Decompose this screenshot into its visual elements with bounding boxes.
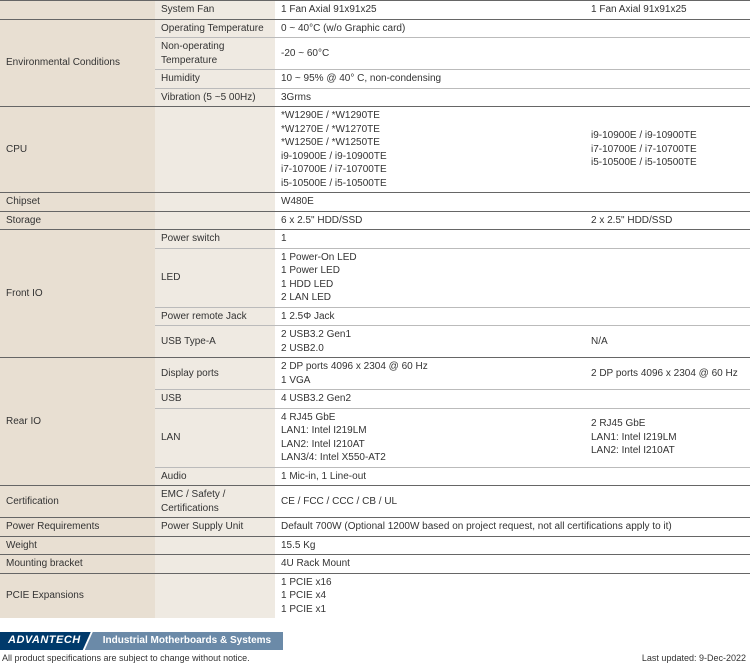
value-cell-1: Default 700W (Optional 1200W based on pr… — [275, 518, 750, 537]
value-cell-2 — [585, 573, 750, 618]
value-cell-2 — [585, 555, 750, 574]
category-cell: Rear IO — [0, 358, 155, 486]
subcategory-cell: Power switch — [155, 230, 275, 249]
value-cell-2 — [585, 230, 750, 249]
value-cell-2 — [585, 88, 750, 107]
subcategory-cell — [155, 193, 275, 212]
subcategory-cell: Vibration (5 ~5 00Hz) — [155, 88, 275, 107]
subcategory-cell — [155, 555, 275, 574]
subcategory-cell: Audio — [155, 467, 275, 486]
value-cell-1: 6 x 2.5" HDD/SSD — [275, 211, 585, 230]
value-cell-1: 1 Mic-in, 1 Line-out — [275, 467, 585, 486]
category-cell — [0, 1, 155, 20]
value-cell-1: 3Grms — [275, 88, 585, 107]
value-cell-1: 15.5 Kg — [275, 536, 585, 555]
category-cell: Environmental Conditions — [0, 19, 155, 107]
value-cell-1: *W1290E / *W1290TE *W1270E / *W1270TE *W… — [275, 107, 585, 193]
value-cell-2 — [585, 536, 750, 555]
brand-logo: ADVANTECH — [0, 632, 91, 650]
value-cell-1: 1 Fan Axial 91x91x25 — [275, 1, 585, 20]
subcategory-cell: Display ports — [155, 358, 275, 390]
category-cell: Chipset — [0, 193, 155, 212]
category-cell: Weight — [0, 536, 155, 555]
category-cell: Front IO — [0, 230, 155, 358]
spec-table: System Fan1 Fan Axial 91x91x251 Fan Axia… — [0, 0, 750, 618]
subcategory-cell — [155, 211, 275, 230]
spec-table-body: System Fan1 Fan Axial 91x91x251 Fan Axia… — [0, 1, 750, 619]
category-cell: Power Requirements — [0, 518, 155, 537]
subcategory-cell: LED — [155, 248, 275, 307]
value-cell-1: 4 RJ45 GbE LAN1: Intel I219LM LAN2: Inte… — [275, 408, 585, 467]
footer-category-title: Industrial Motherboards & Systems — [85, 632, 283, 650]
footer-meta: All product specifications are subject t… — [0, 650, 750, 663]
value-cell-2 — [585, 467, 750, 486]
value-cell-1: W480E — [275, 193, 585, 212]
subcategory-cell: Power remote Jack — [155, 307, 275, 326]
subcategory-cell: EMC / Safety / Certifications — [155, 486, 275, 518]
value-cell-2: i9-10900E / i9-10900TE i7-10700E / i7-10… — [585, 107, 750, 193]
value-cell-1: 1 PCIE x16 1 PCIE x4 1 PCIE x1 — [275, 573, 585, 618]
value-cell-1: 1 — [275, 230, 585, 249]
value-cell-2: 2 RJ45 GbE LAN1: Intel I219LM LAN2: Inte… — [585, 408, 750, 467]
value-cell-2 — [585, 70, 750, 89]
value-cell-2 — [585, 248, 750, 307]
value-cell-1: 4 USB3.2 Gen2 — [275, 390, 585, 409]
subcategory-cell — [155, 536, 275, 555]
value-cell-1: 2 USB3.2 Gen1 2 USB2.0 — [275, 326, 585, 358]
subcategory-cell — [155, 573, 275, 618]
subcategory-cell: Operating Temperature — [155, 19, 275, 38]
category-cell: PCIE Expansions — [0, 573, 155, 618]
footer-disclaimer: All product specifications are subject t… — [2, 653, 250, 663]
value-cell-2 — [585, 19, 750, 38]
footer-bar: ADVANTECH Industrial Motherboards & Syst… — [0, 632, 750, 650]
value-cell-1: 10 ~ 95% @ 40° C, non-condensing — [275, 70, 585, 89]
subcategory-cell: Non-operating Temperature — [155, 38, 275, 70]
value-cell-2 — [585, 38, 750, 70]
category-cell: CPU — [0, 107, 155, 193]
subcategory-cell: USB Type-A — [155, 326, 275, 358]
value-cell-1: 1 Power-On LED 1 Power LED 1 HDD LED 2 L… — [275, 248, 585, 307]
subcategory-cell: USB — [155, 390, 275, 409]
value-cell-2: 2 x 2.5" HDD/SSD — [585, 211, 750, 230]
subcategory-cell: System Fan — [155, 1, 275, 20]
value-cell-2 — [585, 307, 750, 326]
value-cell-1: CE / FCC / CCC / CB / UL — [275, 486, 750, 518]
value-cell-1: 2 DP ports 4096 x 2304 @ 60 Hz 1 VGA — [275, 358, 585, 390]
category-cell: Mounting bracket — [0, 555, 155, 574]
category-cell: Storage — [0, 211, 155, 230]
value-cell-1: 0 ~ 40°C (w/o Graphic card) — [275, 19, 585, 38]
value-cell-1: 1 2.5Φ Jack — [275, 307, 585, 326]
category-cell: Certification — [0, 486, 155, 518]
value-cell-2 — [585, 390, 750, 409]
value-cell-2: 1 Fan Axial 91x91x25 — [585, 1, 750, 20]
value-cell-2: 2 DP ports 4096 x 2304 @ 60 Hz — [585, 358, 750, 390]
footer-updated: Last updated: 9-Dec-2022 — [642, 653, 746, 663]
value-cell-2: N/A — [585, 326, 750, 358]
subcategory-cell: Power Supply Unit — [155, 518, 275, 537]
subcategory-cell — [155, 107, 275, 193]
subcategory-cell: LAN — [155, 408, 275, 467]
value-cell-1: -20 ~ 60°C — [275, 38, 585, 70]
subcategory-cell: Humidity — [155, 70, 275, 89]
value-cell-1: 4U Rack Mount — [275, 555, 585, 574]
value-cell-2 — [585, 193, 750, 212]
